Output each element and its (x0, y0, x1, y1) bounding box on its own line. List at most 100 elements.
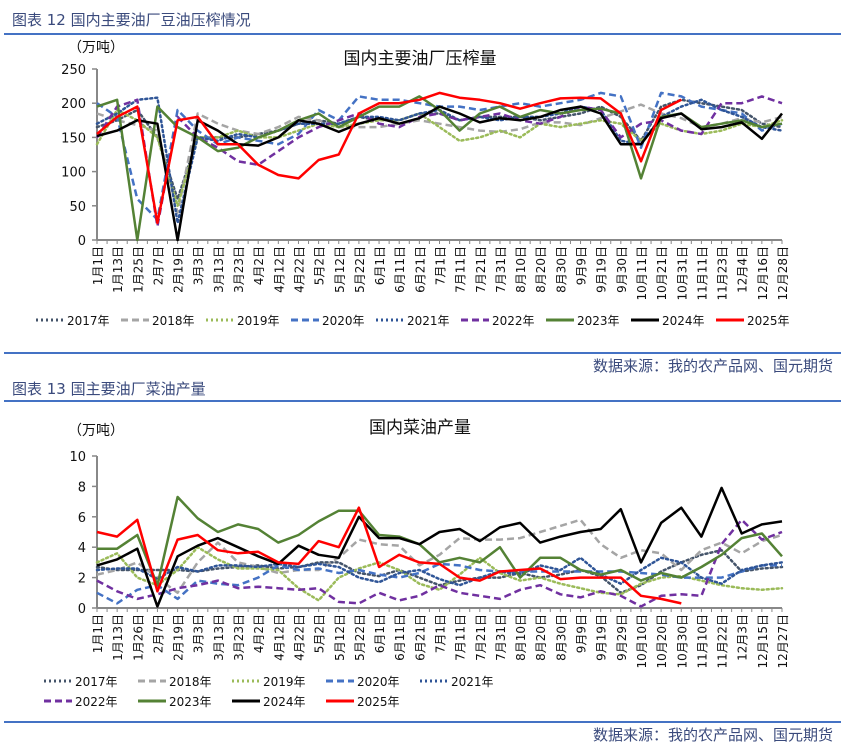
x-tick-label: 1月13日 (111, 614, 125, 661)
x-tick-label: 9月9日 (575, 614, 589, 653)
x-tick-label: 7月31日 (494, 614, 508, 661)
series-line-2020 (96, 91, 783, 221)
y-axis-unit: （万吨） (68, 40, 124, 56)
x-tick-label: 1月13日 (111, 246, 125, 293)
x-tick-label: 10月10日 (635, 614, 649, 669)
y-tick-label: 4 (78, 541, 86, 556)
x-tick-label: 5月12日 (333, 614, 347, 661)
x-tick-label: 4月12日 (272, 614, 286, 661)
y-tick-label: 150 (61, 131, 86, 146)
series-line-2025 (96, 506, 682, 605)
x-tick-label: 12月3日 (736, 614, 750, 661)
legend-label: 2020年 (322, 314, 365, 328)
figure-12-top-rule (4, 33, 841, 35)
legend-label: 2018年 (169, 675, 212, 689)
chart-title: 国内主要油厂压榨量 (344, 49, 497, 69)
x-tick-label: 3月13日 (212, 246, 226, 293)
x-tick-label: 11月23日 (716, 246, 730, 301)
x-tick-label: 12月28日 (776, 246, 790, 301)
legend-label: 2017年 (75, 675, 118, 689)
figure-13-source: 数据来源：我的农产品网、国元期货 (592, 726, 833, 744)
legend-label: 2021年 (407, 314, 450, 328)
x-tick-label: 5月12日 (333, 246, 347, 293)
x-tick-label: 9月19日 (595, 246, 609, 293)
x-tick-label: 8月20日 (534, 614, 548, 661)
x-tick-label: 2月7日 (151, 614, 165, 653)
x-tick-label: 6月1日 (373, 614, 387, 653)
x-tick-label: 6月21日 (413, 246, 427, 293)
x-tick-label: 7月11日 (454, 246, 468, 293)
series-line-2021 (95, 556, 784, 587)
x-tick-label: 9月9日 (575, 246, 589, 285)
x-tick-label: 6月11日 (393, 614, 407, 661)
x-tick-label: 10月30日 (675, 614, 689, 669)
legend-label: 2023年 (169, 695, 212, 709)
x-tick-label: 9月19日 (595, 614, 609, 661)
x-tick-label: 1月1日 (91, 246, 105, 285)
y-tick-label: 6 (78, 511, 86, 526)
legend-label: 2021年 (451, 675, 494, 689)
x-tick-label: 2月19日 (172, 614, 186, 661)
x-tick-label: 5月2日 (313, 614, 327, 653)
series-line-2023 (97, 495, 783, 587)
legend-label: 2020年 (357, 675, 400, 689)
x-tick-label: 10月21日 (655, 246, 669, 301)
x-tick-label: 5月22日 (353, 246, 367, 293)
x-tick-label: 7月11日 (454, 614, 468, 661)
x-tick-label: 8月30日 (554, 614, 568, 661)
legend-label: 2024年 (662, 314, 705, 328)
x-tick-label: 12月16日 (756, 246, 770, 301)
x-tick-label: 8月30日 (554, 246, 568, 293)
legend-label: 2025年 (747, 314, 790, 328)
legend-label: 2025年 (357, 695, 400, 709)
series-line-2021 (95, 96, 784, 225)
soybean-crush-chart: 国内主要油厂压榨量 （万吨） 0 50 100 150 200 250 1月1日 1月13日 1月2… (36, 40, 790, 328)
x-tick-label: 7月21日 (474, 614, 488, 661)
series-line-2024 (96, 486, 783, 608)
series-line-2024 (96, 105, 783, 242)
x-tick-label: 12月27日 (776, 614, 790, 669)
chart-title: 国内菜油产量 (369, 418, 471, 438)
legend-label: 2019年 (237, 314, 280, 328)
x-tick-label: 3月3日 (192, 614, 206, 653)
y-tick-label: 50 (69, 200, 86, 215)
x-tick-label: 11月22日 (716, 614, 730, 669)
x-tick-label: 11月11日 (695, 246, 709, 301)
figure-13-top-rule (4, 400, 841, 402)
x-tick-label: 10月11日 (635, 246, 649, 301)
figure-12-bottom-rule (4, 352, 841, 354)
x-tick-label: 6月1日 (373, 246, 387, 285)
legend-label: 2019年 (263, 675, 306, 689)
x-tick-label: 4月12日 (272, 246, 286, 293)
legend-label: 2018年 (152, 314, 195, 328)
figure-13-label: 图表 13 国主要油厂菜油产量 (12, 380, 206, 398)
x-tick-label: 5月22日 (353, 614, 367, 661)
x-tick-label: 1月26日 (131, 614, 145, 661)
y-tick-label: 200 (61, 97, 86, 112)
x-tick-label: 8月10日 (514, 614, 528, 661)
y-axis-unit: （万吨） (68, 423, 124, 439)
x-tick-label: 5月2日 (313, 246, 327, 285)
x-tick-label: 3月13日 (212, 614, 226, 661)
legend-label: 2022年 (75, 695, 118, 709)
x-tick-label: 3月23日 (232, 246, 246, 293)
y-tick-label: 250 (61, 63, 86, 78)
x-tick-label: 11月10日 (695, 614, 709, 669)
x-tick-label: 4月2日 (252, 614, 266, 653)
y-tick-label: 100 (61, 166, 86, 181)
x-tick-label: 3月23日 (232, 614, 246, 661)
x-tick-label: 7月31日 (494, 246, 508, 293)
legend-label: 2024年 (263, 695, 306, 709)
figure-12-source: 数据来源：我的农产品网、国元期货 (592, 357, 833, 375)
y-tick-label: 8 (78, 480, 86, 495)
series-line-2025 (96, 91, 682, 225)
series-line-2018 (96, 103, 783, 214)
y-tick-label: 10 (69, 450, 86, 465)
series-line-2019 (95, 545, 784, 602)
x-tick-label: 4月2日 (252, 246, 266, 285)
legend-label: 2017年 (67, 314, 110, 328)
legend-label: 2022年 (492, 314, 535, 328)
y-tick-label: 0 (78, 234, 86, 249)
y-tick-label: 0 (78, 602, 86, 617)
legend-label: 2023年 (577, 314, 620, 328)
